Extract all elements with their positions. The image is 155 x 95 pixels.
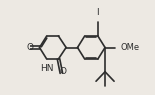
Text: O: O — [27, 43, 34, 52]
Text: O: O — [59, 67, 66, 76]
Text: HN: HN — [40, 64, 53, 73]
Text: OMe: OMe — [121, 43, 140, 52]
Text: I: I — [97, 8, 99, 17]
